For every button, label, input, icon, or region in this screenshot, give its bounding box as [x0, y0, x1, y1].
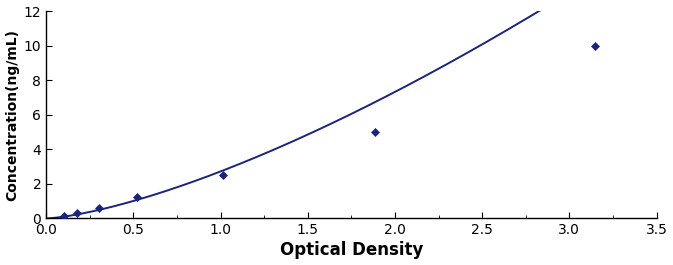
X-axis label: Optical Density: Optical Density — [280, 241, 423, 259]
Y-axis label: Concentration(ng/mL): Concentration(ng/mL) — [5, 29, 20, 201]
